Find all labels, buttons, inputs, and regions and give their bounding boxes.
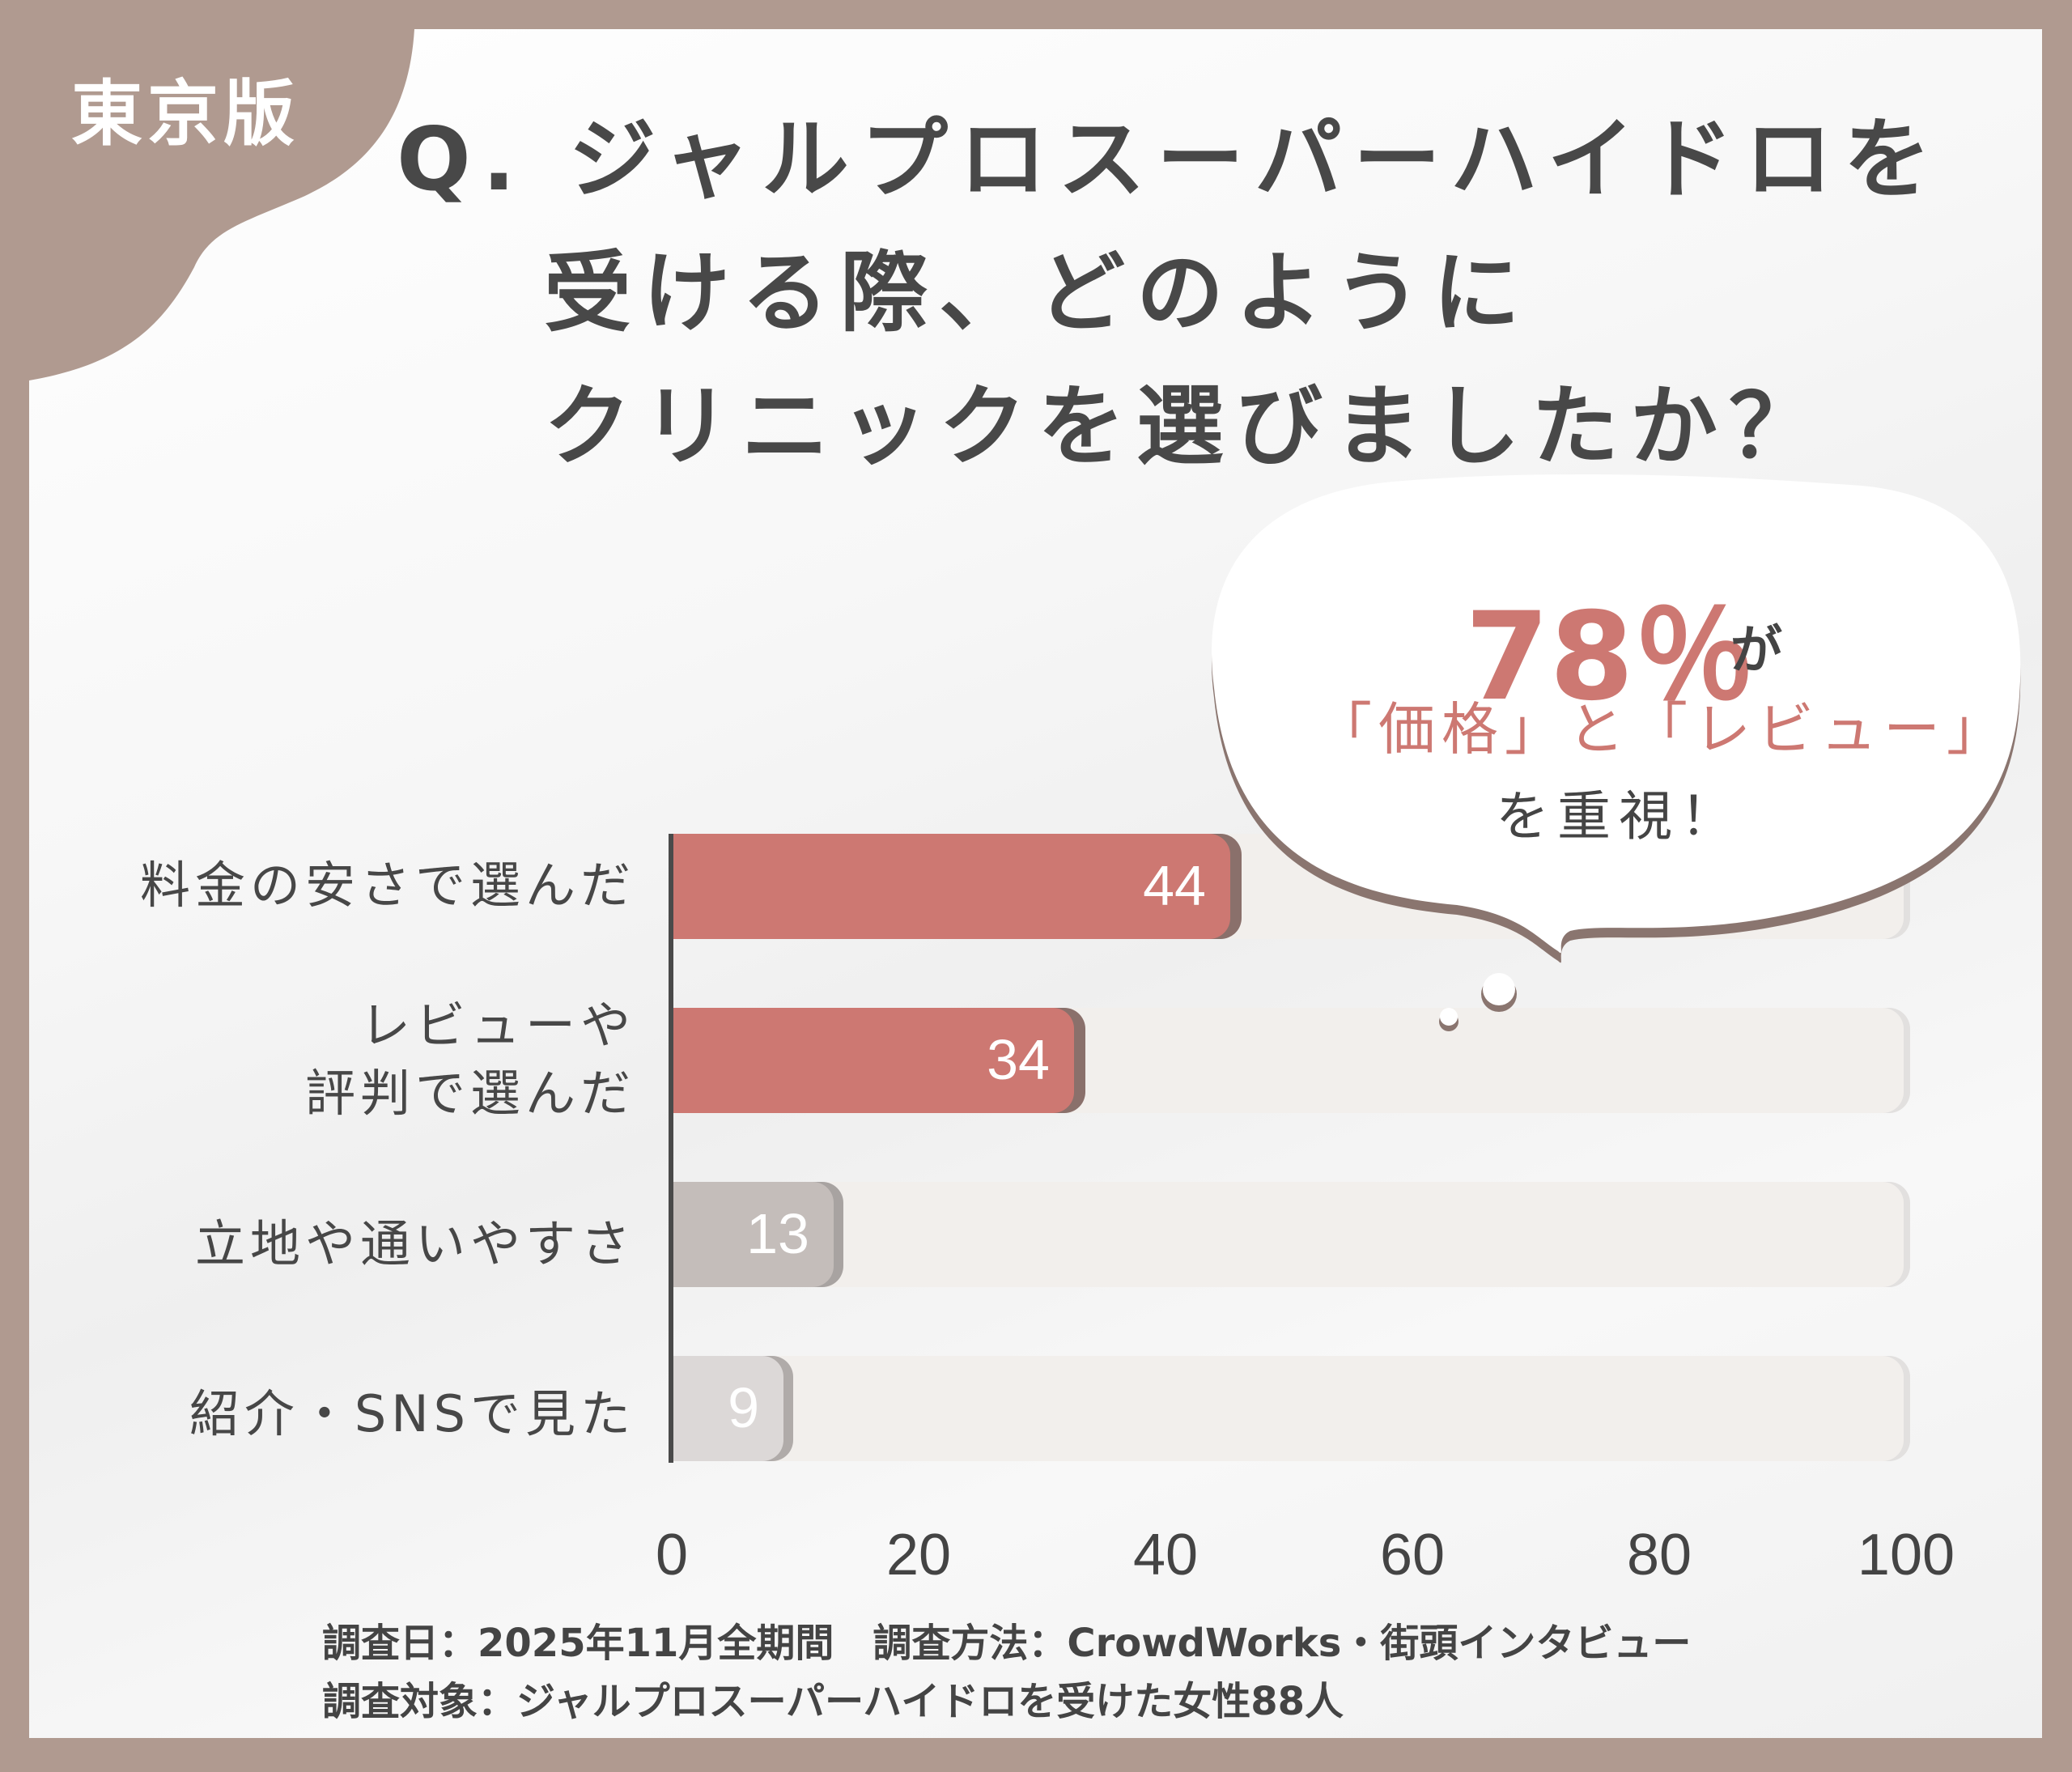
bar-track (672, 1356, 1904, 1461)
category-label: 料金の安さで選んだ (139, 856, 635, 915)
bar-track (672, 1182, 1904, 1287)
question-title-line1: Q. ジャルプロスーパーハイドロを (397, 109, 1942, 210)
x-tick: 40 (1132, 1523, 1199, 1587)
bar-referral: 9 (672, 1356, 783, 1461)
question-title-line2: 受ける際、どのように (544, 243, 1532, 344)
bar-value: 34 (987, 1028, 1050, 1091)
x-tick: 0 (655, 1523, 689, 1587)
category-label: 紹介・SNSで見た (189, 1384, 635, 1443)
callout-tail: を重視！ (1496, 785, 1742, 848)
bar-value: 44 (1143, 854, 1206, 917)
y-axis-line (669, 834, 673, 1463)
x-tick: 60 (1379, 1523, 1446, 1587)
region-tag: 東京版 (71, 72, 300, 155)
x-tick: 80 (1626, 1523, 1692, 1587)
bar-value: 9 (728, 1376, 759, 1439)
bar-value: 13 (746, 1202, 809, 1265)
survey-note-line2: 調査対象：ジャルプロスーパーハイドロを受けた女性88人 (322, 1679, 1344, 1724)
bar-price: 44 (672, 834, 1230, 939)
question-title-line3: クリニックを選びましたか？ (544, 376, 1828, 478)
x-tick: 100 (1857, 1523, 1955, 1587)
x-tick: 20 (885, 1523, 952, 1587)
callout-percent: 78％ (1465, 587, 1756, 728)
callout-suffix: が (1730, 621, 1782, 681)
bar-review: 34 (672, 1008, 1074, 1113)
category-label: 立地や通いやすさ (194, 1214, 635, 1273)
bar-location: 13 (672, 1182, 834, 1287)
survey-note-line1: 調査日：2025年11月全期間 調査方法：CrowdWorks・街頭インタビュー (322, 1621, 1692, 1666)
callout-highlight: 「価格」と「レビュー」 (1315, 696, 2010, 763)
category-label: レビューや 評判で選んだ (304, 996, 635, 1123)
